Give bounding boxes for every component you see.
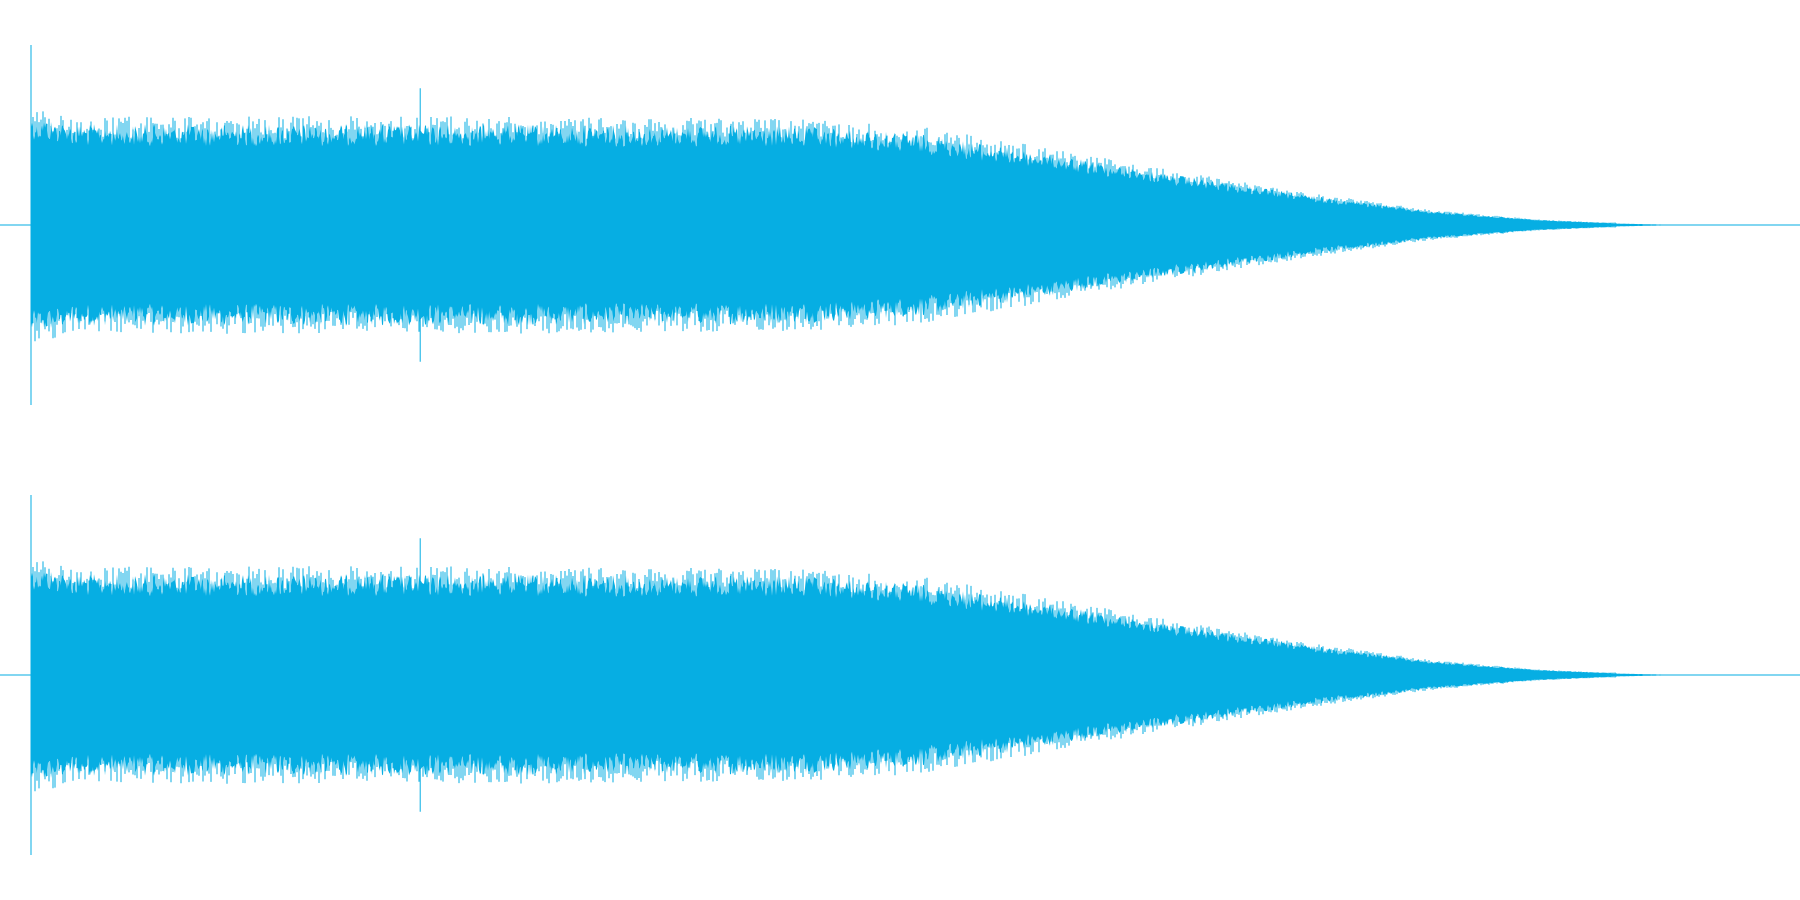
channel-2-spikes [30, 495, 1616, 855]
channel-1-spikes [30, 45, 1616, 405]
channel-2-envelope [31, 570, 1685, 780]
channel-2-waveform[interactable] [0, 495, 1800, 855]
channel-1-waveform[interactable] [0, 45, 1800, 405]
channel-1-envelope [31, 120, 1685, 330]
